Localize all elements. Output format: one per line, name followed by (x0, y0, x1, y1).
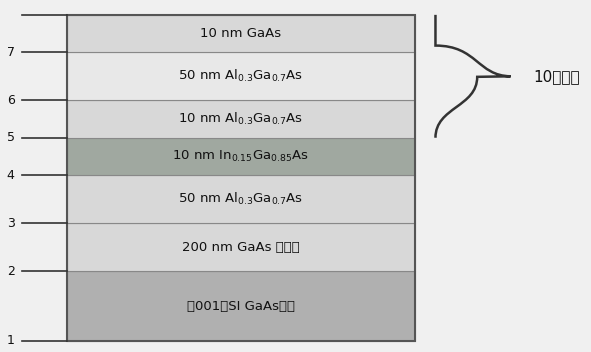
Text: 50 nm Al$_{0.3}$Ga$_{0.7}$As: 50 nm Al$_{0.3}$Ga$_{0.7}$As (178, 68, 303, 84)
Text: 5: 5 (7, 131, 15, 144)
FancyBboxPatch shape (67, 138, 415, 175)
Bar (67, 15, 415, 341)
Text: 1: 1 (7, 334, 15, 347)
Text: 10 nm In$_{0.15}$Ga$_{0.85}$As: 10 nm In$_{0.15}$Ga$_{0.85}$As (173, 149, 309, 164)
Text: 7: 7 (7, 46, 15, 59)
Text: 2: 2 (7, 265, 15, 278)
FancyBboxPatch shape (67, 15, 415, 52)
Text: 10 nm Al$_{0.3}$Ga$_{0.7}$As: 10 nm Al$_{0.3}$Ga$_{0.7}$As (178, 111, 303, 127)
FancyBboxPatch shape (67, 223, 415, 271)
Text: 50 nm Al$_{0.3}$Ga$_{0.7}$As: 50 nm Al$_{0.3}$Ga$_{0.7}$As (178, 191, 303, 207)
Text: 6: 6 (7, 94, 15, 107)
FancyBboxPatch shape (67, 52, 415, 100)
FancyBboxPatch shape (67, 175, 415, 223)
Text: 10个周期: 10个周期 (533, 69, 580, 84)
Text: （001）SI GaAs衬底: （001）SI GaAs衬底 (187, 300, 295, 313)
Text: 3: 3 (7, 217, 15, 230)
Text: 10 nm GaAs: 10 nm GaAs (200, 27, 281, 40)
FancyBboxPatch shape (67, 271, 415, 341)
Text: 4: 4 (7, 169, 15, 182)
FancyBboxPatch shape (67, 100, 415, 138)
Text: 200 nm GaAs 缓冲层: 200 nm GaAs 缓冲层 (182, 241, 300, 254)
